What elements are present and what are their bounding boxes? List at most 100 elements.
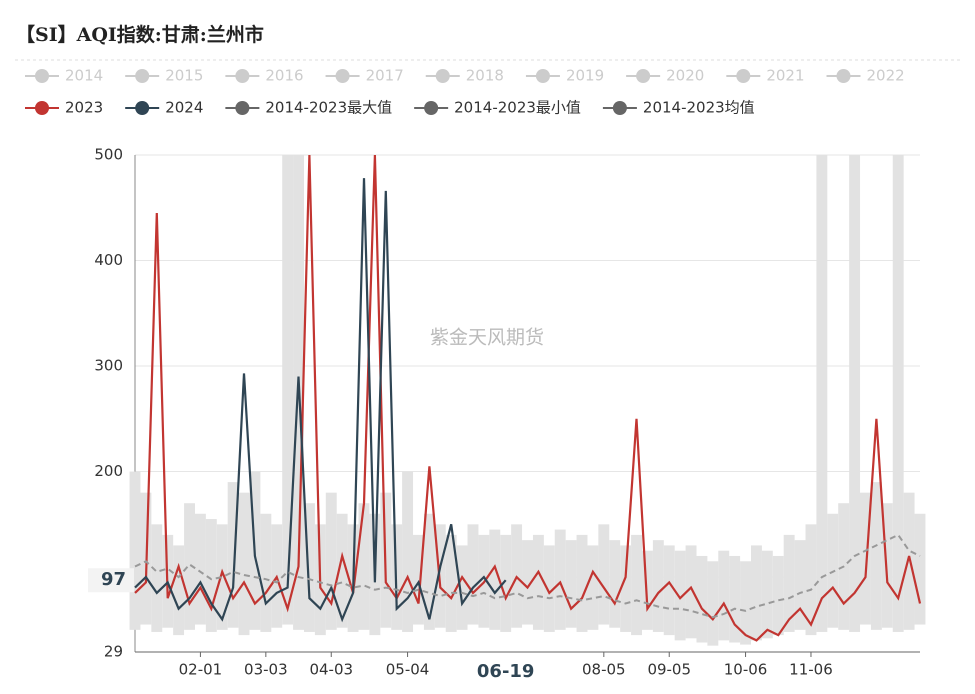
- range-band: [870, 482, 882, 630]
- range-band: [151, 524, 163, 632]
- range-band: [740, 561, 752, 645]
- range-band: [816, 155, 828, 632]
- legend-marker: [235, 69, 250, 83]
- range-band: [914, 513, 926, 625]
- range-band: [303, 503, 315, 632]
- range-band: [761, 550, 773, 639]
- x-tick-label: 05-04: [386, 661, 430, 679]
- range-band: [903, 492, 915, 630]
- range-band: [631, 534, 642, 636]
- range-band: [794, 540, 806, 630]
- range-band: [358, 503, 370, 630]
- y-tick-label: 500: [94, 146, 123, 164]
- range-band: [325, 492, 337, 630]
- x-tick-label: 08-05: [582, 661, 626, 679]
- range-band: [194, 513, 206, 625]
- legend-marker: [35, 101, 49, 115]
- range-band: [402, 471, 414, 632]
- legend-marker: [424, 101, 439, 115]
- range-band: [445, 534, 457, 632]
- range-band: [598, 524, 610, 625]
- range-band: [805, 524, 817, 636]
- range-band: [260, 513, 272, 632]
- range-band: [663, 545, 675, 636]
- axis-pointer-y-label: 97: [101, 569, 126, 590]
- legend-marker: [435, 69, 450, 83]
- range-band: [522, 540, 533, 625]
- legend-label[interactable]: 2018: [466, 67, 504, 85]
- range-band: [205, 519, 217, 632]
- range-band: [620, 545, 632, 632]
- range-band: [696, 555, 708, 643]
- range-band: [500, 534, 512, 632]
- range-band: [336, 513, 348, 628]
- axis-pointer-x-label: 06-19: [477, 661, 535, 682]
- legend-marker: [235, 101, 250, 115]
- range-band: [565, 540, 577, 628]
- legend-label[interactable]: 2021: [766, 67, 804, 85]
- x-tick-label: 02-01: [179, 661, 223, 679]
- range-band: [587, 545, 599, 630]
- x-tick-label: 03-03: [244, 661, 288, 679]
- legend-marker: [535, 69, 550, 83]
- range-band: [227, 482, 239, 628]
- y-tick-label: 300: [94, 357, 123, 375]
- range-band: [129, 471, 141, 630]
- x-tick-label: 10-06: [724, 661, 768, 679]
- y-tick-label: 29: [104, 643, 123, 661]
- legend-marker: [612, 101, 627, 115]
- range-band: [173, 545, 185, 636]
- legend-marker: [636, 69, 651, 83]
- legend-marker: [135, 101, 150, 115]
- range-band: [609, 540, 621, 628]
- axis-pointer-y-box: [88, 568, 134, 593]
- range-band: [554, 529, 566, 630]
- legend-marker: [736, 69, 751, 83]
- range-band: [849, 155, 861, 632]
- x-tick-label: 09-05: [647, 661, 691, 679]
- range-band: [685, 545, 697, 639]
- legend-marker: [335, 69, 350, 83]
- legend-marker: [836, 69, 851, 83]
- range-band: [772, 555, 784, 636]
- range-band: [860, 492, 871, 625]
- range-band: [783, 534, 795, 632]
- y-tick-label: 200: [94, 462, 123, 480]
- range-band: [674, 550, 686, 641]
- range-band: [652, 540, 664, 632]
- range-band: [489, 529, 501, 630]
- legend-label[interactable]: 2014-2023最小值: [454, 99, 581, 117]
- legend-label[interactable]: 2024: [165, 99, 203, 117]
- legend-label[interactable]: 2019: [566, 67, 604, 85]
- watermark: 紫金天风期货: [430, 327, 544, 349]
- legend-label[interactable]: 2020: [666, 67, 704, 85]
- range-band: [543, 545, 555, 632]
- legend-label[interactable]: 2022: [867, 67, 905, 85]
- range-band: [456, 545, 468, 630]
- y-tick-label: 400: [94, 251, 123, 269]
- x-tick-label: 11-06: [789, 661, 833, 679]
- series-line: [134, 178, 507, 623]
- mean-line: [134, 533, 921, 619]
- legend-label[interactable]: 2014-2023最大值: [265, 99, 392, 117]
- legend-marker: [135, 69, 150, 83]
- series-line: [134, 154, 922, 642]
- range-band: [216, 524, 228, 630]
- range-band: [413, 534, 424, 625]
- legend-label[interactable]: 2014-2023均值: [643, 99, 755, 117]
- range-band: [892, 155, 904, 632]
- range-band: [751, 545, 762, 641]
- range-band: [576, 534, 588, 632]
- legend-label[interactable]: 2016: [265, 67, 303, 85]
- range-band: [881, 503, 893, 628]
- range-band: [238, 492, 250, 636]
- legend-label[interactable]: 2014: [65, 67, 103, 85]
- range-band: [184, 503, 195, 630]
- legend-label[interactable]: 2015: [165, 67, 203, 85]
- range-band: [729, 555, 741, 643]
- legend-label[interactable]: 2017: [366, 67, 404, 85]
- legend-label[interactable]: 2023: [65, 99, 103, 117]
- range-band: [282, 155, 294, 625]
- chart-title: 【SI】AQI指数:甘肃:兰州市: [16, 23, 264, 46]
